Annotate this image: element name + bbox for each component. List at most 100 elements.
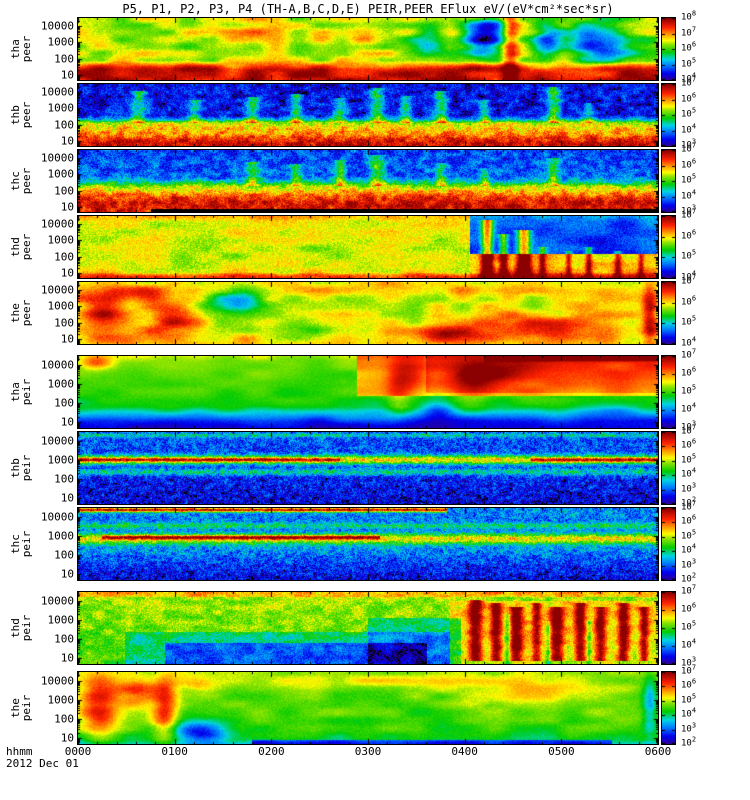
y-tick-label: 10 <box>60 68 74 82</box>
colorbar-exponent: 5 <box>691 106 697 115</box>
colorbar-exponent: 4 <box>691 71 697 80</box>
colorbar-exponent: 6 <box>691 601 697 610</box>
spectrogram-canvas-thd-peer <box>78 216 658 278</box>
panel-label-tha-peer: tha peer <box>9 36 33 63</box>
colorbar-tick-label: 105 <box>681 106 697 120</box>
colorbar-tick-label: 102 <box>681 571 697 585</box>
colorbar-exponent: 4 <box>691 637 697 646</box>
y-tick-label: 1000 <box>47 529 75 543</box>
y-tick-label: 10 <box>60 200 74 214</box>
colorbar-tick-label: 106 <box>681 157 697 170</box>
spectrogram-canvas-thc-peer <box>78 150 658 212</box>
colorbar-tick-label: 106 <box>681 365 697 379</box>
panel-label-thd-peir: thd peir <box>9 614 33 642</box>
colorbar-tick-label: 107 <box>681 141 697 155</box>
y-tick-label: 100 <box>54 118 74 132</box>
colorbar-tick-label: 106 <box>681 437 697 451</box>
colorbar-tick-label: 104 <box>681 122 697 135</box>
y-tick-label: 100 <box>54 184 74 198</box>
colorbar-tick-label: 107 <box>681 347 697 361</box>
colorbar-tick-label: 107 <box>681 583 697 597</box>
y-tick-label: 1000 <box>47 35 75 49</box>
colorbar-exponent: 5 <box>691 452 697 461</box>
colorbar-exponent: 7 <box>691 347 697 356</box>
spectrogram-canvas-the-peer <box>78 282 658 344</box>
spectrogram-panel-thc-peer <box>77 149 659 213</box>
panel-label-line: peer <box>20 299 33 327</box>
spectrogram-canvas-tha-peir <box>78 356 658 428</box>
colorbar-exponent: 2 <box>691 571 697 580</box>
y-tick-label: 100 <box>54 52 74 66</box>
chart-title: P5, P1, P2, P3, P4 (TH-A,B,C,D,E) PEIR,P… <box>122 2 614 16</box>
colorbar-tick-label: 107 <box>681 25 697 38</box>
y-tick-label: 1000 <box>47 453 75 467</box>
x-tick-label: 0600 <box>644 745 672 758</box>
y-tick-label: 10 <box>60 134 74 148</box>
panel-label-line: peer <box>20 101 33 129</box>
colorbar-tick-label: 103 <box>681 419 697 433</box>
colorbar-tick-label: 103 <box>681 655 697 669</box>
colorbar-exponent: 4 <box>691 466 697 475</box>
x-axis-date: 2012 Dec 01 <box>6 757 79 770</box>
x-tick-label: 0500 <box>548 745 575 758</box>
colorbar-canvas-thc-peir <box>662 508 675 580</box>
colorbar-thb-peir <box>661 431 676 505</box>
colorbar-exponent: 4 <box>691 269 697 278</box>
colorbar-tick-label: 107 <box>681 273 697 287</box>
y-tick-label: 10 <box>60 567 74 581</box>
panel-label-the-peir: the peir <box>9 695 33 722</box>
y-tick-label: 100 <box>54 250 74 264</box>
y-tick-label: 10 <box>60 651 74 665</box>
colorbar-exponent: 6 <box>691 157 697 165</box>
colorbar-exponent: 3 <box>691 655 697 664</box>
colorbar-canvas-thb-peer <box>662 84 675 146</box>
colorbar-exponent: 7 <box>691 207 697 216</box>
panel-label-line: peir <box>20 614 33 642</box>
panel-label-thb-peir: thb peir <box>9 455 33 482</box>
x-tick-label: 0200 <box>258 745 285 758</box>
colorbar-exponent: 6 <box>691 294 697 303</box>
colorbar-tick-label: 107 <box>681 499 697 513</box>
y-tick-label: 10000 <box>40 510 74 524</box>
colorbar-tick-label: 105 <box>681 619 697 633</box>
y-tick-label: 10000 <box>40 217 74 231</box>
colorbar-tick-label: 106 <box>681 677 697 691</box>
panel-label-line: peir <box>20 530 33 558</box>
colorbar-tick-label: 103 <box>681 481 697 495</box>
colorbar-exponent: 4 <box>691 542 697 551</box>
colorbar-tick-label: 104 <box>681 188 697 201</box>
colorbar-exponent: 5 <box>691 248 697 257</box>
colorbar-exponent: 6 <box>691 513 697 522</box>
colorbar-exponent: 6 <box>691 365 697 374</box>
spectrogram-panel-thc-peir <box>77 507 659 581</box>
colorbar-tick-label: 105 <box>681 248 697 262</box>
colorbar-tick-label: 106 <box>681 513 697 527</box>
colorbar-exponent: 4 <box>691 706 697 715</box>
x-axis-name: hhmm <box>6 745 33 758</box>
colorbar-exponent: 6 <box>691 437 697 446</box>
colorbar-tick-label: 104 <box>681 335 697 349</box>
colorbar-tick-label: 107 <box>681 75 697 89</box>
colorbar-canvas-thd-peer <box>662 216 675 278</box>
colorbar-tha-peir <box>661 355 676 429</box>
y-tick-label: 1000 <box>47 613 75 627</box>
colorbar-tick-label: 105 <box>681 172 697 186</box>
y-tick-label: 1000 <box>47 299 75 313</box>
colorbar-exponent: 5 <box>691 383 697 392</box>
y-tick-label: 10 <box>60 415 74 429</box>
colorbar-tick-label: 104 <box>681 71 697 85</box>
colorbar-tick-label: 105 <box>681 383 697 397</box>
panel-label-thc-peer: thc peer <box>9 168 33 195</box>
colorbar-tick-label: 108 <box>681 9 697 23</box>
colorbar-exponent: 7 <box>691 273 697 282</box>
y-tick-label: 10 <box>60 266 74 280</box>
colorbar-exponent: 7 <box>691 423 697 432</box>
y-tick-label: 10000 <box>40 151 74 165</box>
colorbar-exponent: 7 <box>691 141 697 150</box>
y-tick-label: 10000 <box>40 594 74 608</box>
colorbar-tha-peer <box>661 17 676 81</box>
spectrogram-canvas-tha-peer <box>78 18 658 80</box>
x-tick-label: 0400 <box>451 745 478 758</box>
colorbar-tick-label: 104 <box>681 637 697 651</box>
y-tick-label: 10000 <box>40 674 74 688</box>
